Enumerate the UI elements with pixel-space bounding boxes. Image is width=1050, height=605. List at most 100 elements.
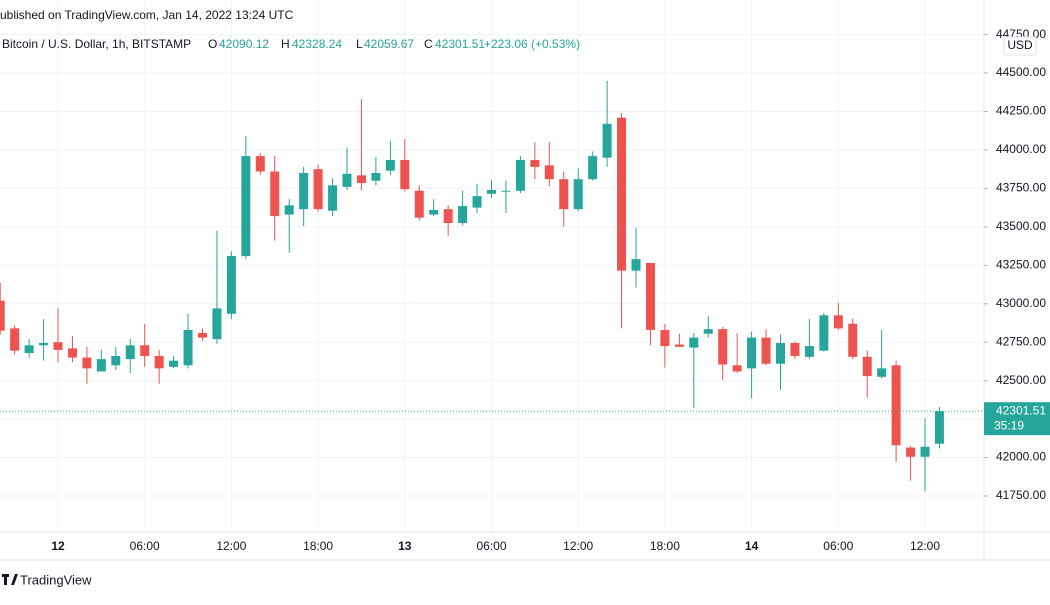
symbol-title: Bitcoin / U.S. Dollar, 1h, BITSTAMP xyxy=(2,37,191,51)
candle-body xyxy=(761,337,771,364)
candle-body xyxy=(255,156,265,172)
candle-body xyxy=(443,209,453,224)
candle-body xyxy=(385,159,395,171)
candle-body xyxy=(226,256,236,314)
y-tick-label: 43500.00 xyxy=(996,219,1046,233)
candle-body xyxy=(674,344,684,347)
candle-body xyxy=(920,446,930,457)
candle-body xyxy=(645,263,655,330)
candle-body xyxy=(934,411,944,444)
candle-body xyxy=(703,329,713,334)
candle-body xyxy=(284,205,294,215)
candle-body xyxy=(559,179,569,210)
candle-body xyxy=(660,329,670,347)
candle-body xyxy=(96,359,106,372)
ohlc-key: H xyxy=(281,37,290,51)
x-tick-label: 12:00 xyxy=(563,539,593,553)
ohlc-key: O xyxy=(208,37,217,51)
x-tick-label: 06:00 xyxy=(476,539,506,553)
countdown-label: 35:19 xyxy=(994,418,1024,432)
y-tick-label: 41750.00 xyxy=(996,488,1046,502)
y-tick-label: 43000.00 xyxy=(996,296,1046,310)
candle-body xyxy=(573,179,583,210)
candle-body xyxy=(429,209,439,215)
candle-body xyxy=(24,345,34,353)
candle-body xyxy=(732,365,742,372)
x-tick-label: 06:00 xyxy=(823,539,853,553)
last-price-box xyxy=(984,402,1050,436)
candle-body xyxy=(891,365,901,446)
candle-body xyxy=(212,308,222,340)
x-tick-label: 13 xyxy=(398,539,412,553)
candle-body xyxy=(819,315,829,351)
published-note: ublished on TradingView.com, Jan 14, 202… xyxy=(0,8,294,22)
y-tick-label: 44500.00 xyxy=(996,65,1046,79)
candle-body xyxy=(877,368,887,377)
ohlc-legend: O 42090.12 H 42328.24 L 42059.67 C 42301.51+223… xyxy=(208,37,580,51)
x-tick-label: 12 xyxy=(51,539,65,553)
y-tick-label: 42000.00 xyxy=(996,450,1046,464)
ohlc-value: 42328.24 xyxy=(292,37,342,51)
x-tick-label: 18:00 xyxy=(650,539,680,553)
currency-box xyxy=(1003,36,1037,56)
candle-body xyxy=(848,323,858,357)
candle-body xyxy=(241,156,251,257)
last-price-label: 42301.51 xyxy=(996,403,1046,417)
candle-body xyxy=(414,190,424,218)
candle-body xyxy=(689,337,699,348)
candle-body xyxy=(313,169,323,210)
ohlc-key: C xyxy=(424,37,433,51)
ohlc-value: 42059.67 xyxy=(364,37,414,51)
candle-body xyxy=(169,360,179,367)
candle-body xyxy=(270,171,280,217)
ohlc-value: 42301.51 xyxy=(435,37,485,51)
candle-body xyxy=(718,329,728,365)
candles xyxy=(0,80,984,492)
candle-body xyxy=(472,196,482,208)
candle-body xyxy=(140,345,150,357)
change-value: +223.06 (+0.53%) xyxy=(484,37,580,51)
candle-body xyxy=(299,173,309,210)
brand: TradingView xyxy=(2,572,92,587)
candle-body xyxy=(631,259,641,271)
candle-body xyxy=(111,356,121,366)
y-tick-label: 43250.00 xyxy=(996,257,1046,271)
candle-body xyxy=(10,328,20,351)
candle-body xyxy=(501,190,511,192)
candle-body xyxy=(39,342,49,346)
candle-body xyxy=(198,332,207,338)
candle-body xyxy=(776,342,785,364)
candle-body xyxy=(356,175,366,184)
grid xyxy=(0,0,984,532)
y-tick-label: 44250.00 xyxy=(996,104,1046,118)
candle-body xyxy=(617,117,627,271)
axes: 41750.0042000.0042250.0042500.0042750.00… xyxy=(51,27,1050,553)
candle-body xyxy=(515,159,525,191)
ohlc-key: L xyxy=(356,37,363,51)
candle-body xyxy=(125,345,135,360)
brand-name: TradingView xyxy=(20,572,92,587)
candle-body xyxy=(154,356,164,369)
candle-body xyxy=(862,356,872,377)
x-tick-label: 14 xyxy=(745,539,759,553)
currency-label: USD xyxy=(1007,38,1033,52)
candle-body xyxy=(371,173,381,181)
candle-body xyxy=(588,156,598,180)
x-tick-label: 12:00 xyxy=(216,539,246,553)
y-tick-label: 42500.00 xyxy=(996,373,1046,387)
candle-body xyxy=(183,329,193,366)
candle-body xyxy=(906,447,916,457)
x-tick-label: 12:00 xyxy=(910,539,940,553)
candle-body xyxy=(67,348,77,358)
candle-body xyxy=(0,300,5,331)
candle-body xyxy=(400,159,410,190)
candle-body xyxy=(602,123,612,158)
candle-body xyxy=(487,189,496,194)
y-tick-label: 42750.00 xyxy=(996,334,1046,348)
candle-body xyxy=(458,206,468,224)
candle-body xyxy=(53,342,63,350)
candle-body xyxy=(833,315,843,329)
